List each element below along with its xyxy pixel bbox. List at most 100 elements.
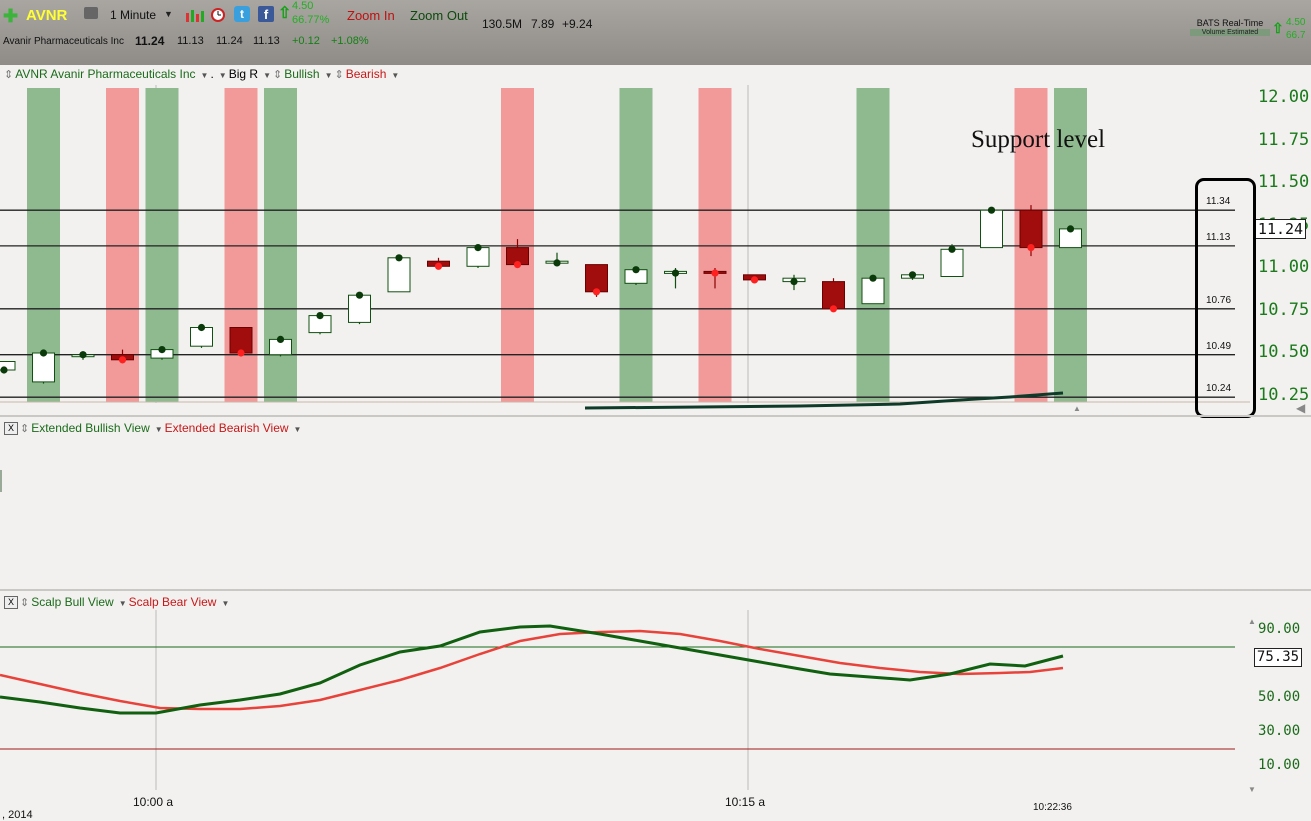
candle[interactable] [782,274,806,291]
stat-change: +9.24 [562,17,593,31]
extended-bear-label[interactable]: Extended Bearish View [164,421,289,435]
bullish-label[interactable]: Bullish [284,67,320,81]
candle[interactable] [743,274,766,284]
candle-body-up [980,209,1003,249]
candle[interactable] [387,254,411,293]
panel-divider[interactable] [0,415,1311,417]
scalp-grip-icon[interactable]: ⇕ [20,597,30,609]
candle[interactable] [1019,205,1043,257]
right-change-top: 4.50 [1286,17,1306,28]
drag-grip-icon[interactable]: ⇕ [4,69,14,81]
candle[interactable] [940,244,964,278]
candle[interactable] [229,327,253,357]
candle[interactable] [150,346,174,360]
scalp-bull-label[interactable]: Scalp Bull View [31,595,114,609]
candle[interactable] [545,252,569,267]
candle[interactable] [664,268,687,289]
candle[interactable] [624,266,648,285]
price-panel-header: ⇕ AVNR Avanir Pharmaceuticals Inc ▼. ▼ Big R… [4,67,1259,87]
scalp-bear-label[interactable]: Scalp Bear View [128,595,217,609]
twitter-icon[interactable]: t [234,6,250,22]
bearish-grip-icon[interactable]: ⇕ [334,69,344,81]
bearish-band [698,88,732,402]
scalp-bear-line [0,629,1064,711]
alarm-clock-icon[interactable] [210,6,226,25]
big-r-dropdown-icon[interactable]: ▼ [263,71,271,80]
candle[interactable] [427,257,450,270]
scalp-chart[interactable] [0,610,1311,790]
candle-close-dot [948,245,956,253]
facebook-icon[interactable]: f [258,6,274,22]
dot-dropdown-icon[interactable]: ▼ [218,71,227,80]
candle[interactable] [901,271,924,280]
scroll-right-icon[interactable]: ◀ [1296,401,1306,415]
candle[interactable] [308,312,332,335]
extended-bull-label[interactable]: Extended Bullish View [31,421,150,435]
candle-body-up [387,257,411,293]
interval-selector[interactable]: 1 Minute [110,8,157,22]
briefcase-icon[interactable] [84,7,98,19]
extended-bear-dropdown-icon[interactable]: ▼ [293,425,302,434]
candle[interactable] [190,323,213,348]
candle[interactable] [822,278,845,313]
extended-bull-dropdown-icon[interactable]: ▼ [154,425,163,434]
quote-company-name: Avanir Pharmaceuticals Inc [3,36,124,47]
price-chart[interactable] [0,85,1311,415]
bullish-band [619,88,653,402]
bullish-band [856,88,890,402]
candle[interactable] [111,349,134,364]
candle-close-dot [790,278,798,286]
panel-divider-2[interactable] [0,589,1311,591]
scalp-scroll-up-icon[interactable]: ▲ [1248,617,1256,626]
candle[interactable] [1059,225,1082,249]
candle-body-down [1019,209,1043,249]
zoom-out-button[interactable]: Zoom Out [410,8,468,23]
close-scalp-panel-button[interactable]: X [4,596,18,610]
candle[interactable] [71,351,95,360]
quote-last: 11.24 [135,34,165,48]
candle[interactable] [269,335,292,357]
candle-close-dot [987,206,996,214]
price-tick-10.50: 10.50 [1258,342,1310,362]
candle-close-dot [908,271,917,279]
add-symbol-icon[interactable]: ✚ [3,6,19,26]
candle[interactable] [703,268,727,289]
study-dropdown-icon[interactable]: ▼ [200,71,209,80]
candle[interactable] [466,244,490,268]
symbol-label[interactable]: AVNR [26,7,68,24]
interval-dropdown-icon[interactable]: ▼ [164,9,173,19]
candle[interactable] [506,239,529,269]
candle[interactable] [861,274,885,305]
extended-grip-icon[interactable]: ⇕ [20,423,30,435]
scalp-bear-dropdown-icon[interactable]: ▼ [221,599,230,608]
scalp-bull-dropdown-icon[interactable]: ▼ [118,599,127,608]
candle[interactable] [0,361,16,374]
candle-close-dot [355,291,364,299]
study-name[interactable]: AVNR Avanir Pharmaceuticals Inc [15,67,196,81]
level-label-11.34: 11.34 [1206,196,1231,208]
extended-panel-body[interactable] [0,441,1255,587]
candle-close-dot [158,346,166,354]
candle[interactable] [980,206,1003,249]
scalp-tick-90.00: 90.00 [1258,621,1301,637]
candle[interactable] [585,264,608,297]
price-tick-11.00: 11.00 [1258,257,1310,277]
candle[interactable] [32,349,55,384]
big-r-label[interactable]: Big R [228,67,259,81]
change-top: 4.50 [292,0,314,12]
bullish-dropdown-icon[interactable]: ▼ [324,71,333,80]
candle-close-dot [276,335,285,343]
chart-bars-icon[interactable] [185,8,205,25]
bullish-grip-icon[interactable]: ⇕ [272,69,283,81]
candle[interactable] [348,291,371,325]
close-extended-panel-button[interactable]: X [4,422,18,436]
level-label-10.49: 10.49 [1206,340,1232,352]
scroll-up-icon[interactable]: ▲ [1073,404,1081,413]
zoom-in-button[interactable]: Zoom In [347,8,395,23]
quote-change-pct: +1.08% [331,35,369,47]
volume-value: 130.5M [482,17,523,31]
scalp-scroll-down-icon[interactable]: ▼ [1248,785,1256,794]
bearish-dropdown-icon[interactable]: ▼ [391,71,400,80]
bearish-label[interactable]: Bearish [345,67,387,81]
candle-close-dot [1066,225,1075,233]
